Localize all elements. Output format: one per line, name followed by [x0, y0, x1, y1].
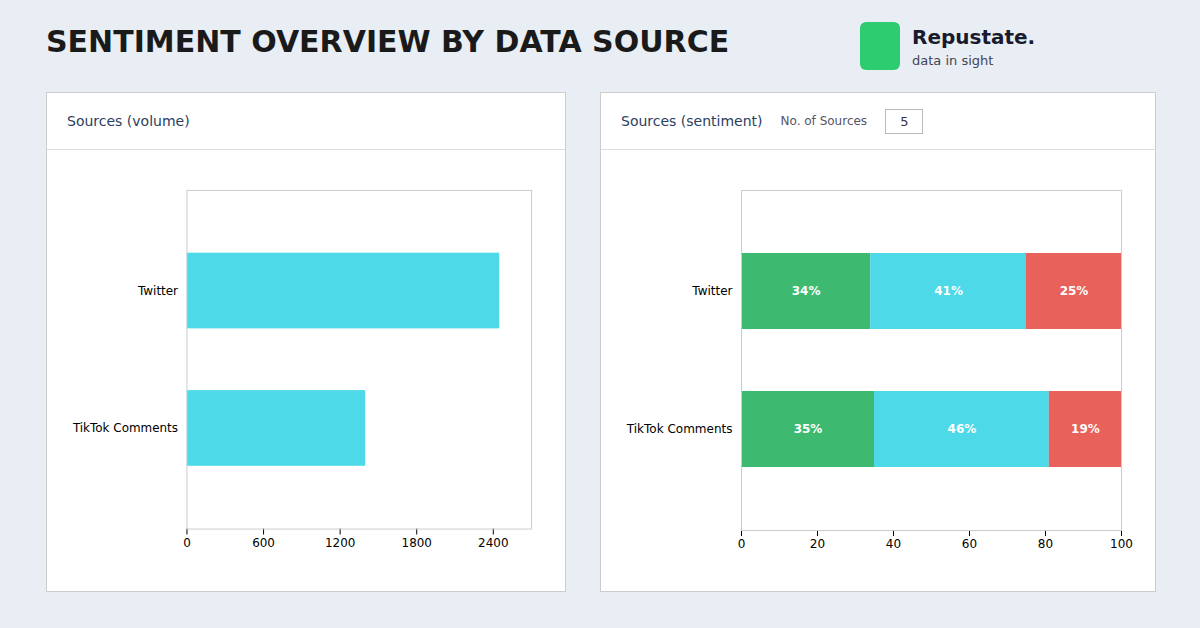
svg-text:1200: 1200 [325, 535, 355, 549]
svg-text:25%: 25% [1060, 284, 1089, 298]
svg-text:Twitter: Twitter [691, 284, 732, 298]
svg-text:35%: 35% [794, 422, 823, 436]
svg-text:19%: 19% [1071, 422, 1100, 436]
svg-text:34%: 34% [792, 284, 821, 298]
svg-text:46%: 46% [948, 422, 977, 436]
html-text:Sources (volume): Sources (volume) [67, 113, 190, 129]
svg-text:0: 0 [183, 535, 191, 549]
html-text:Repustate.: Repustate. [912, 24, 1036, 49]
svg-text:0: 0 [738, 537, 746, 551]
svg-text:1800: 1800 [402, 535, 432, 549]
svg-text:TikTok Comments: TikTok Comments [626, 422, 733, 436]
svg-text:100: 100 [1110, 537, 1133, 551]
html-text:5: 5 [900, 113, 909, 129]
svg-text:TikTok Comments: TikTok Comments [72, 421, 178, 435]
html-text:SENTIMENT OVERVIEW BY DATA SOU: SENTIMENT OVERVIEW BY DATA SOURCE [46, 24, 730, 59]
svg-text:41%: 41% [934, 284, 963, 298]
svg-text:600: 600 [252, 535, 275, 549]
svg-text:80: 80 [1038, 537, 1053, 551]
svg-text:2400: 2400 [478, 535, 508, 549]
svg-text:40: 40 [886, 537, 901, 551]
html-text:No. of Sources: No. of Sources [780, 114, 868, 128]
svg-text:60: 60 [962, 537, 977, 551]
html-text:data in sight: data in sight [912, 52, 994, 68]
html-text:Sources (sentiment): Sources (sentiment) [621, 113, 763, 129]
svg-text:Twitter: Twitter [137, 284, 178, 298]
svg-text:20: 20 [810, 537, 825, 551]
